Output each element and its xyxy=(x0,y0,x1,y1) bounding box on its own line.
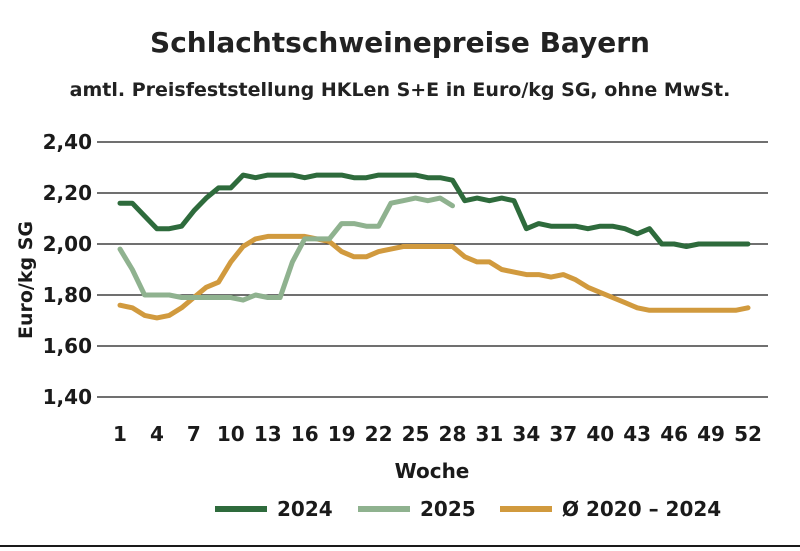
legend-item: 2024 xyxy=(215,497,333,521)
series-line-0 xyxy=(117,172,751,249)
x-tick-label: 13 xyxy=(254,422,282,446)
y-tick-label: 1,80 xyxy=(43,283,92,307)
x-tick-label: 7 xyxy=(187,422,201,446)
x-tick-label: 1 xyxy=(113,422,127,446)
gridlines xyxy=(97,141,768,398)
series-line-2 xyxy=(117,233,751,321)
series-lines xyxy=(117,172,751,321)
x-tick-label: 19 xyxy=(328,422,356,446)
x-tick-label: 4 xyxy=(150,422,164,446)
x-axis-ticks: 1 4 7 10 13 16 19 22 25 28 31 34 37 40 43 46 49 52 xyxy=(113,422,762,446)
y-axis-ticks: 1,40 1,60 1,80 2,00 2,20 2,40 xyxy=(43,130,92,409)
y-tick-label: 1,60 xyxy=(43,334,92,358)
y-tick-label: 2,40 xyxy=(43,130,92,154)
y-tick-label: 2,00 xyxy=(43,232,92,256)
x-tick-label: 40 xyxy=(586,422,614,446)
legend-item: Ø 2020 – 2024 xyxy=(500,497,721,521)
x-axis-label: Woche xyxy=(395,459,470,483)
x-tick-label: 16 xyxy=(291,422,319,446)
y-tick-label: 2,20 xyxy=(43,181,92,205)
x-tick-label: 22 xyxy=(365,422,393,446)
x-tick-label: 37 xyxy=(549,422,577,446)
chart-subtitle: amtl. Preisfeststellung HKLen S+E in Eur… xyxy=(70,79,731,101)
y-axis-label: Euro/kg SG xyxy=(15,221,37,339)
x-tick-label: 25 xyxy=(402,422,430,446)
x-tick-label: 28 xyxy=(439,422,467,446)
x-tick-label: 49 xyxy=(697,422,725,446)
y-tick-label: 1,40 xyxy=(43,385,92,409)
legend-label: Ø 2020 – 2024 xyxy=(562,497,721,521)
x-tick-label: 34 xyxy=(512,422,540,446)
legend-label: 2025 xyxy=(420,497,476,521)
x-tick-label: 43 xyxy=(623,422,651,446)
chart-title: Schlachtschweinepreise Bayern xyxy=(150,26,650,59)
x-tick-label: 10 xyxy=(217,422,245,446)
x-tick-label: 31 xyxy=(475,422,503,446)
legend: 2024 2025 Ø 2020 – 2024 xyxy=(215,497,721,521)
x-tick-label: 46 xyxy=(660,422,688,446)
x-tick-label: 52 xyxy=(734,422,762,446)
legend-item: 2025 xyxy=(358,497,476,521)
series-line-1 xyxy=(117,195,455,303)
bottom-border xyxy=(0,545,800,547)
legend-label: 2024 xyxy=(277,497,333,521)
